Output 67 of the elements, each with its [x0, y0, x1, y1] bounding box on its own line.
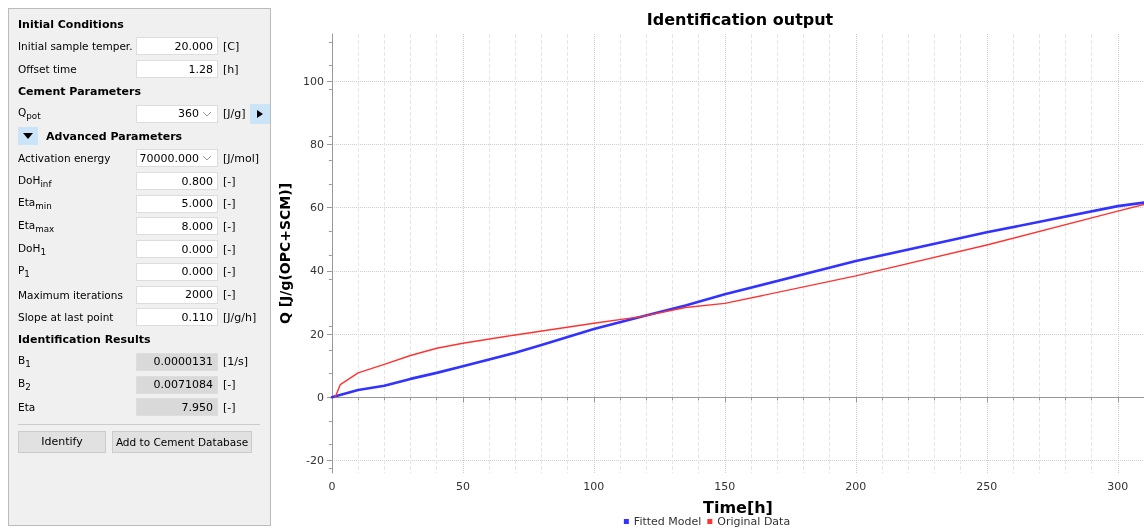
text: 8.000 — [181, 219, 213, 233]
text: [-] — [223, 242, 236, 256]
text: P$_{1}$ — [18, 264, 31, 280]
text: [h] — [223, 62, 239, 76]
text: [-] — [223, 265, 236, 279]
text: Add to Cement Database — [112, 430, 252, 453]
text: DoH$_{inf}$ — [18, 173, 53, 189]
text: 7.950 — [181, 400, 213, 414]
y-tick-label: 0 — [316, 390, 324, 404]
text: 0.0071084 — [153, 378, 213, 392]
y-tick-label: 60 — [309, 201, 324, 215]
x-tick-label: 150 — [714, 480, 736, 493]
text: 0.000 — [181, 265, 213, 279]
text: Identification Results — [18, 333, 151, 347]
text: Activation energy — [18, 152, 112, 165]
text: [-] — [223, 219, 236, 233]
text: Eta$_{max}$ — [18, 218, 56, 235]
y-tick-label: 20 — [309, 327, 324, 341]
x-tick-label: 0 — [328, 480, 336, 493]
text: Offset time — [18, 63, 78, 76]
text: Initial sample temper. — [18, 40, 134, 53]
text: [1/s] — [223, 355, 249, 369]
y-axis-title: Q [J/g(OPC+SCM)] — [277, 182, 293, 325]
text: [-] — [223, 197, 236, 211]
text: [-] — [223, 174, 236, 188]
text: 2000 — [185, 288, 213, 302]
chart-title: Identification output — [646, 9, 834, 29]
text: [J/mol] — [223, 151, 260, 165]
text: DoH$_{1}$ — [18, 241, 47, 257]
text: 360 — [178, 107, 199, 121]
text: 70000.000 — [139, 151, 199, 165]
text: Maximum iterations — [18, 288, 124, 301]
legend-label: Fitted Model — [633, 515, 702, 528]
text: 1.28 — [188, 62, 213, 76]
y-tick-label: 80 — [309, 138, 324, 152]
text: B$_{2}$ — [18, 377, 32, 393]
text: 5.000 — [181, 197, 213, 211]
text: 20.000 — [174, 39, 213, 53]
text: Identify — [18, 430, 106, 453]
x-tick-label: 50 — [455, 480, 470, 493]
text: [-] — [223, 288, 236, 302]
x-axis-title: Time[h] — [702, 497, 773, 517]
text: Cement Parameters — [18, 84, 142, 98]
x-tick-label: 250 — [976, 480, 998, 493]
text: 0.0000131 — [153, 355, 213, 369]
text: Eta — [18, 401, 37, 414]
text: Initial Conditions — [18, 17, 124, 31]
text: Slope at last point — [18, 311, 115, 324]
text: [J/g/h] — [223, 310, 257, 324]
text: Advanced Parameters — [46, 129, 183, 143]
text: [-] — [223, 400, 236, 414]
text: [C] — [223, 39, 240, 53]
text: Eta$_{min}$ — [18, 196, 53, 212]
text: 0.800 — [181, 174, 213, 188]
y-tick-label: 40 — [309, 264, 324, 278]
text: [-] — [223, 378, 236, 392]
text: 0.000 — [181, 242, 213, 256]
x-tick-label: 100 — [583, 480, 605, 493]
text: 0.110 — [181, 310, 213, 324]
text: B$_{1}$ — [18, 354, 32, 370]
legend-label: Original Data — [717, 515, 791, 528]
text: Q$_{pot}$ — [18, 106, 42, 122]
x-tick-label: 300 — [1107, 480, 1129, 493]
x-tick-label: 200 — [845, 480, 867, 493]
text: [J/g] — [223, 107, 246, 121]
y-tick-label: 100 — [302, 74, 324, 88]
y-tick-label: -20 — [305, 453, 324, 467]
